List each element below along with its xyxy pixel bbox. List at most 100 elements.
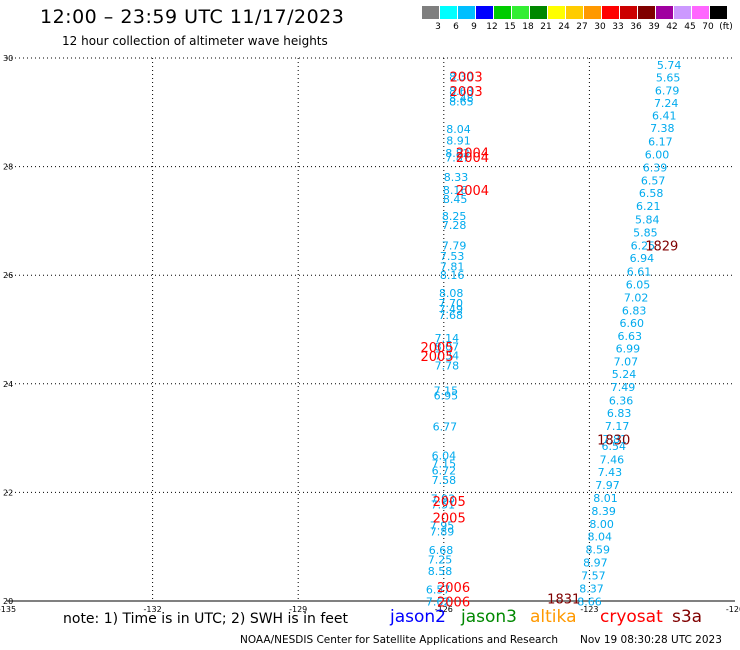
y-tick-label: 26 (3, 271, 13, 280)
legend-label: 36 (630, 22, 642, 32)
map-title: 12:00 – 23:59 UTC 11/17/2023 (40, 6, 345, 28)
legend-label: 3 (435, 22, 441, 32)
legend-swatch (566, 6, 583, 19)
legend-swatch (548, 6, 565, 19)
satellite-label-jason2: jason2 (390, 607, 446, 627)
time-label: 2004 (456, 146, 489, 161)
legend-label: 18 (522, 22, 534, 32)
time-label: 2004 (456, 151, 489, 166)
wave-height-value: 8.45 (443, 193, 468, 206)
wave-height-value: 7.02 (624, 291, 649, 304)
wave-height-value: 7.34 (435, 350, 460, 363)
wave-height-value: 6.05 (626, 278, 651, 291)
wave-height-value: 6.25 (631, 239, 656, 252)
wave-height-value: 8.82 (445, 147, 470, 160)
wave-height-value: 7.28 (442, 219, 467, 232)
wave-height-value: 5.74 (657, 59, 682, 72)
x-tick-label: -135 (0, 605, 16, 614)
legend-swatch (422, 6, 439, 19)
wave-height-value: 8.37 (579, 583, 604, 596)
wave-height-value: 6.41 (652, 110, 677, 123)
wave-height-value: 7.93 (431, 492, 456, 505)
wave-height-value: 6.60 (619, 317, 644, 330)
legend-swatch (656, 6, 673, 19)
wave-height-value: 6.04 (432, 449, 457, 462)
wave-height-value: 7.70 (438, 297, 463, 310)
y-tick-label: 24 (3, 380, 13, 389)
y-tick-label: 22 (3, 488, 13, 497)
wave-height-value: 6.61 (627, 265, 652, 278)
wave-height-value: 7.68 (438, 309, 463, 322)
wave-height-value: 8.39 (591, 505, 616, 518)
time-label: 2003 (450, 70, 483, 85)
wave-height-value: 8.66 (577, 596, 602, 609)
wave-height-value: 7.43 (598, 466, 623, 479)
wave-height-value: 6.63 (618, 330, 643, 343)
wave-height-value: 8.33 (444, 171, 469, 184)
wave-height-value: 8.16 (443, 184, 468, 197)
time-label: 2005 (433, 511, 466, 526)
legend-label: 12 (486, 22, 498, 32)
legend-swatch (584, 6, 601, 19)
footer-date: Nov 19 08:30:28 UTC 2023 (580, 634, 722, 646)
wave-height-value: 7.51 (431, 498, 456, 511)
time-label: 1830 (597, 434, 630, 449)
legend-swatch (530, 6, 547, 19)
wave-height-value: 8.97 (583, 556, 608, 569)
wave-height-value: 6.00 (645, 149, 670, 162)
wave-height-value: 6.83 (622, 304, 647, 317)
wave-height-value: 7.49 (611, 381, 636, 394)
wave-height-value: 8.63 (449, 85, 474, 98)
legend-swatch (602, 6, 619, 19)
legend-label: 24 (558, 22, 570, 32)
wave-height-value: 5.65 (656, 72, 681, 85)
time-label: 2005 (433, 495, 466, 510)
wave-height-value: 7.81 (440, 261, 465, 274)
wave-height-value: 7.89 (430, 525, 455, 538)
footer-credit: NOAA/NESDIS Center for Satellite Applica… (240, 634, 558, 646)
wave-height-value: 7.17 (605, 420, 630, 433)
legend-label: 33 (612, 22, 624, 32)
legend-swatch (440, 6, 457, 19)
wave-height-value: 7.14 (435, 332, 460, 345)
wave-height-value: 8.25 (442, 210, 467, 223)
wave-height-value: 7.57 (581, 569, 606, 582)
wave-height-value: 6.68 (429, 544, 454, 557)
wave-height-value: 6.77 (433, 421, 458, 434)
wave-height-value: 6.39 (643, 162, 668, 175)
wave-height-value: 6.58 (639, 187, 664, 200)
wave-height-value: 6.57 (426, 584, 451, 597)
wave-height-value: 8.58 (428, 565, 453, 578)
time-label: 2003 (450, 85, 483, 100)
wave-height-value: 6.79 (655, 85, 680, 98)
wave-height-value: 6.54 (602, 440, 627, 453)
y-tick-label: 30 (3, 54, 13, 63)
legend-label: 70 (702, 22, 714, 32)
wave-height-value: 7.46 (600, 453, 625, 466)
legend-swatch (710, 6, 727, 19)
map-subtitle: 12 hour collection of altimeter wave hei… (62, 34, 328, 48)
wave-height-value: 6.94 (630, 252, 655, 265)
wave-height-value: 6.95 (434, 390, 459, 403)
footer-note: note: 1) Time is in UTC; 2) SWH is in fe… (63, 611, 349, 627)
wave-height-value: 5.24 (612, 368, 637, 381)
legend-label: (ft) (719, 22, 733, 32)
wave-height-value: 6.72 (432, 465, 457, 478)
legend-swatch (620, 6, 637, 19)
wave-height-value: 7.79 (442, 239, 467, 252)
time-label: 1829 (645, 239, 678, 254)
legend-swatch (494, 6, 511, 19)
wave-height-value: 6.99 (616, 343, 641, 356)
legend-label: 6 (453, 22, 459, 32)
satellite-label-altika: altika (530, 607, 577, 627)
wave-height-value: 7.38 (650, 122, 675, 135)
wave-height-value: 7.49 (438, 303, 463, 316)
wave-height-value: 7.24 (654, 97, 679, 110)
wave-height-value: 6.83 (607, 407, 632, 420)
wave-height-value: 7.15 (432, 458, 457, 471)
wave-height-value: 7.95 (430, 520, 455, 533)
x-tick-label: -132 (144, 605, 162, 614)
legend-swatch (476, 6, 493, 19)
legend-swatch (458, 6, 475, 19)
legend-label: 21 (540, 22, 552, 32)
